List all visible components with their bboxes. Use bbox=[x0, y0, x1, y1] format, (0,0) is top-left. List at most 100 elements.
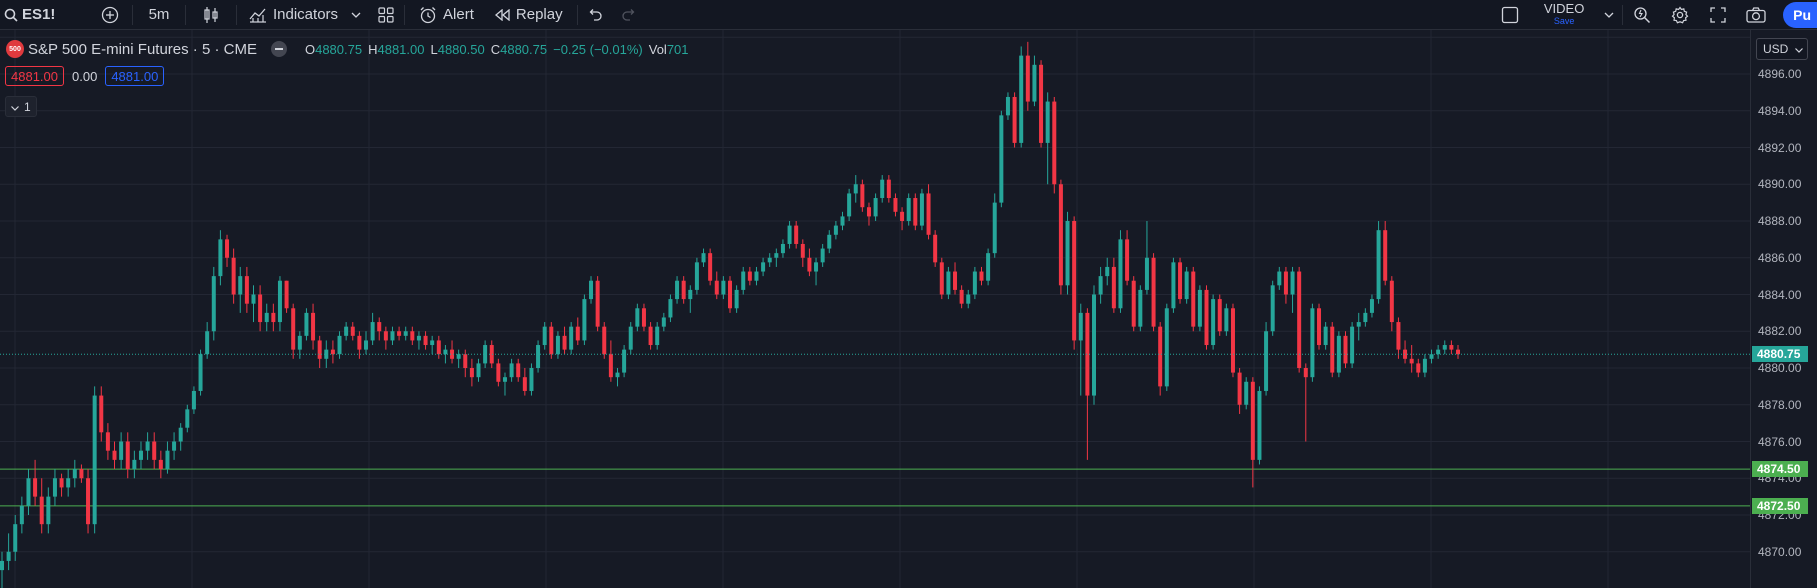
price-tick-label: 4876.00 bbox=[1758, 434, 1802, 449]
candle-body bbox=[264, 312, 269, 323]
candle-body bbox=[284, 280, 289, 309]
candle bbox=[794, 221, 799, 249]
candle-body bbox=[1025, 55, 1030, 102]
candle-body bbox=[1250, 381, 1255, 460]
candle-body bbox=[1019, 55, 1024, 143]
candle bbox=[1098, 266, 1103, 304]
candle-body bbox=[1211, 299, 1216, 346]
candle-body bbox=[933, 234, 938, 263]
candle-body bbox=[1072, 221, 1077, 341]
candle bbox=[218, 230, 223, 286]
candle bbox=[1204, 285, 1209, 350]
candle bbox=[1376, 221, 1381, 304]
compare-symbol-button[interactable] bbox=[88, 0, 132, 30]
candle-body bbox=[1144, 257, 1149, 290]
chart-canvas[interactable] bbox=[0, 30, 1817, 588]
minus-icon bbox=[274, 48, 283, 50]
horizontal-line-label[interactable]: 4874.50 bbox=[1752, 461, 1808, 478]
undo-button[interactable] bbox=[578, 0, 612, 30]
candle bbox=[1105, 257, 1110, 286]
candle-body bbox=[780, 243, 785, 254]
candle bbox=[456, 349, 461, 368]
candle-body bbox=[900, 211, 905, 221]
candle bbox=[1178, 257, 1183, 304]
currency-value: USD bbox=[1763, 42, 1789, 56]
candle-body bbox=[953, 271, 958, 290]
chart-type-button[interactable] bbox=[186, 0, 236, 30]
candle-body bbox=[516, 363, 521, 378]
candle-body bbox=[1184, 271, 1189, 300]
candle-body bbox=[198, 354, 203, 391]
indicators-button[interactable]: Indicators bbox=[237, 0, 344, 30]
replay-button[interactable]: Replay bbox=[486, 0, 577, 30]
candle-body bbox=[833, 225, 838, 235]
candle-body bbox=[364, 340, 368, 350]
candle-body bbox=[238, 276, 243, 295]
candle-body bbox=[1403, 349, 1408, 359]
currency-select[interactable]: USD bbox=[1756, 38, 1808, 60]
video-menu-button[interactable] bbox=[1596, 0, 1622, 30]
candle bbox=[866, 202, 871, 226]
candle-body bbox=[1164, 308, 1169, 387]
candle-body bbox=[708, 253, 713, 281]
candle-body bbox=[1058, 184, 1063, 286]
fullscreen-button[interactable] bbox=[1699, 0, 1737, 30]
indicators-toggle-button[interactable]: 1 bbox=[5, 96, 37, 117]
candle bbox=[628, 322, 633, 355]
square-icon bbox=[1501, 6, 1519, 24]
candle-body bbox=[483, 345, 488, 364]
publish-button[interactable]: Pu bbox=[1783, 2, 1817, 28]
layouts-button[interactable] bbox=[368, 0, 404, 30]
candle bbox=[165, 441, 170, 474]
candle-body bbox=[939, 262, 944, 295]
candle bbox=[708, 248, 713, 286]
candle-body bbox=[311, 312, 316, 341]
symbol-search-button[interactable]: ES1! bbox=[0, 0, 88, 30]
candle bbox=[1072, 216, 1077, 350]
candle bbox=[231, 248, 236, 304]
candle-body bbox=[1078, 312, 1083, 341]
candle bbox=[1065, 211, 1070, 295]
candle bbox=[357, 331, 362, 359]
candle bbox=[1257, 386, 1262, 465]
candle-body bbox=[277, 280, 282, 323]
legend-symbol-title[interactable]: S&P 500 E-mini Futures · 5 · CME bbox=[28, 40, 257, 58]
redo-button[interactable] bbox=[612, 0, 646, 30]
chevron-down-icon bbox=[1795, 42, 1803, 56]
sell-button[interactable]: 4881.00 bbox=[5, 66, 64, 86]
indicators-menu-button[interactable] bbox=[344, 0, 368, 30]
price-tick-label: 4896.00 bbox=[1758, 67, 1802, 81]
select-layout-button[interactable] bbox=[1488, 0, 1532, 30]
indicators-icon bbox=[249, 7, 267, 23]
spread-value: 0.00 bbox=[72, 68, 98, 84]
candle-body bbox=[536, 345, 541, 368]
snapshot-button[interactable] bbox=[1737, 0, 1775, 30]
candle bbox=[1303, 363, 1308, 442]
candle bbox=[761, 257, 766, 277]
video-save-button[interactable]: VIDEO Save bbox=[1532, 0, 1596, 30]
horizontal-line-label[interactable]: 4872.50 bbox=[1752, 497, 1808, 514]
candle bbox=[1290, 266, 1295, 313]
legend-collapse-button[interactable] bbox=[270, 41, 287, 57]
buy-button[interactable]: 4881.00 bbox=[105, 66, 165, 86]
candle-body bbox=[794, 225, 799, 244]
candle bbox=[569, 322, 574, 355]
interval-button[interactable]: 5m bbox=[148, 6, 170, 23]
alert-button[interactable]: Alert bbox=[405, 0, 486, 30]
candle bbox=[615, 368, 620, 387]
candle-body bbox=[132, 459, 137, 470]
settings-button[interactable] bbox=[1661, 0, 1699, 30]
candle bbox=[919, 188, 924, 231]
candle bbox=[1191, 266, 1196, 332]
candle bbox=[271, 303, 276, 332]
candle bbox=[780, 239, 785, 258]
candle-body bbox=[79, 469, 84, 479]
candle bbox=[582, 294, 587, 346]
candle-body bbox=[1125, 239, 1130, 281]
candle-body bbox=[522, 377, 527, 391]
candle-body bbox=[211, 276, 216, 332]
quick-search-button[interactable] bbox=[1623, 0, 1661, 30]
toolbar-divider bbox=[236, 4, 237, 25]
candle-body bbox=[218, 239, 223, 277]
candle bbox=[1277, 266, 1282, 290]
